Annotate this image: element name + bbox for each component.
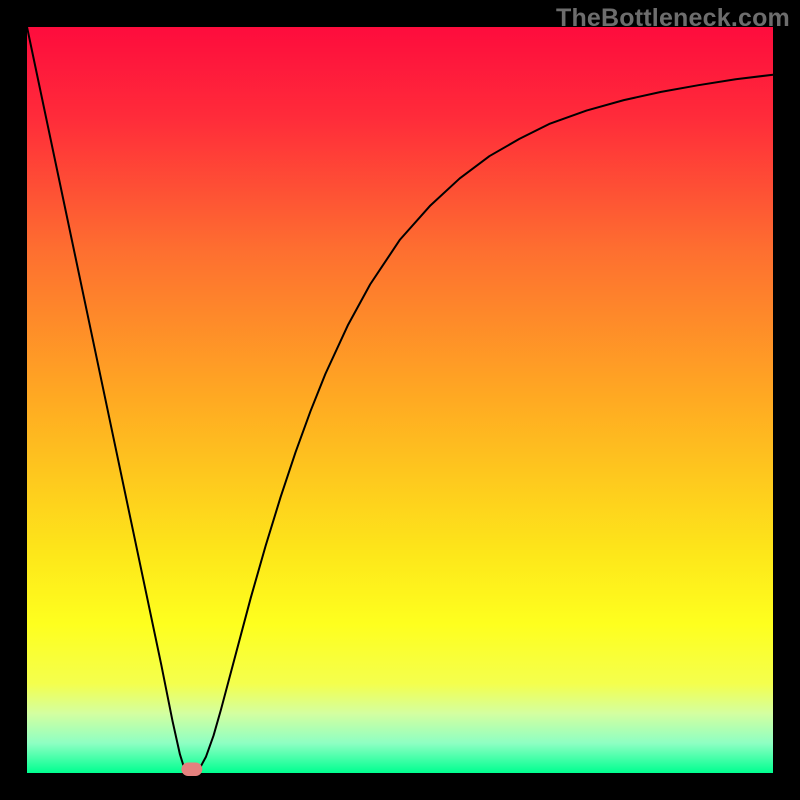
chart-container: TheBottleneck.com <box>0 0 800 800</box>
optimum-marker <box>181 763 202 776</box>
watermark-text: TheBottleneck.com <box>556 4 790 33</box>
bottleneck-curve-chart <box>0 0 800 800</box>
chart-plot-background <box>27 27 773 773</box>
